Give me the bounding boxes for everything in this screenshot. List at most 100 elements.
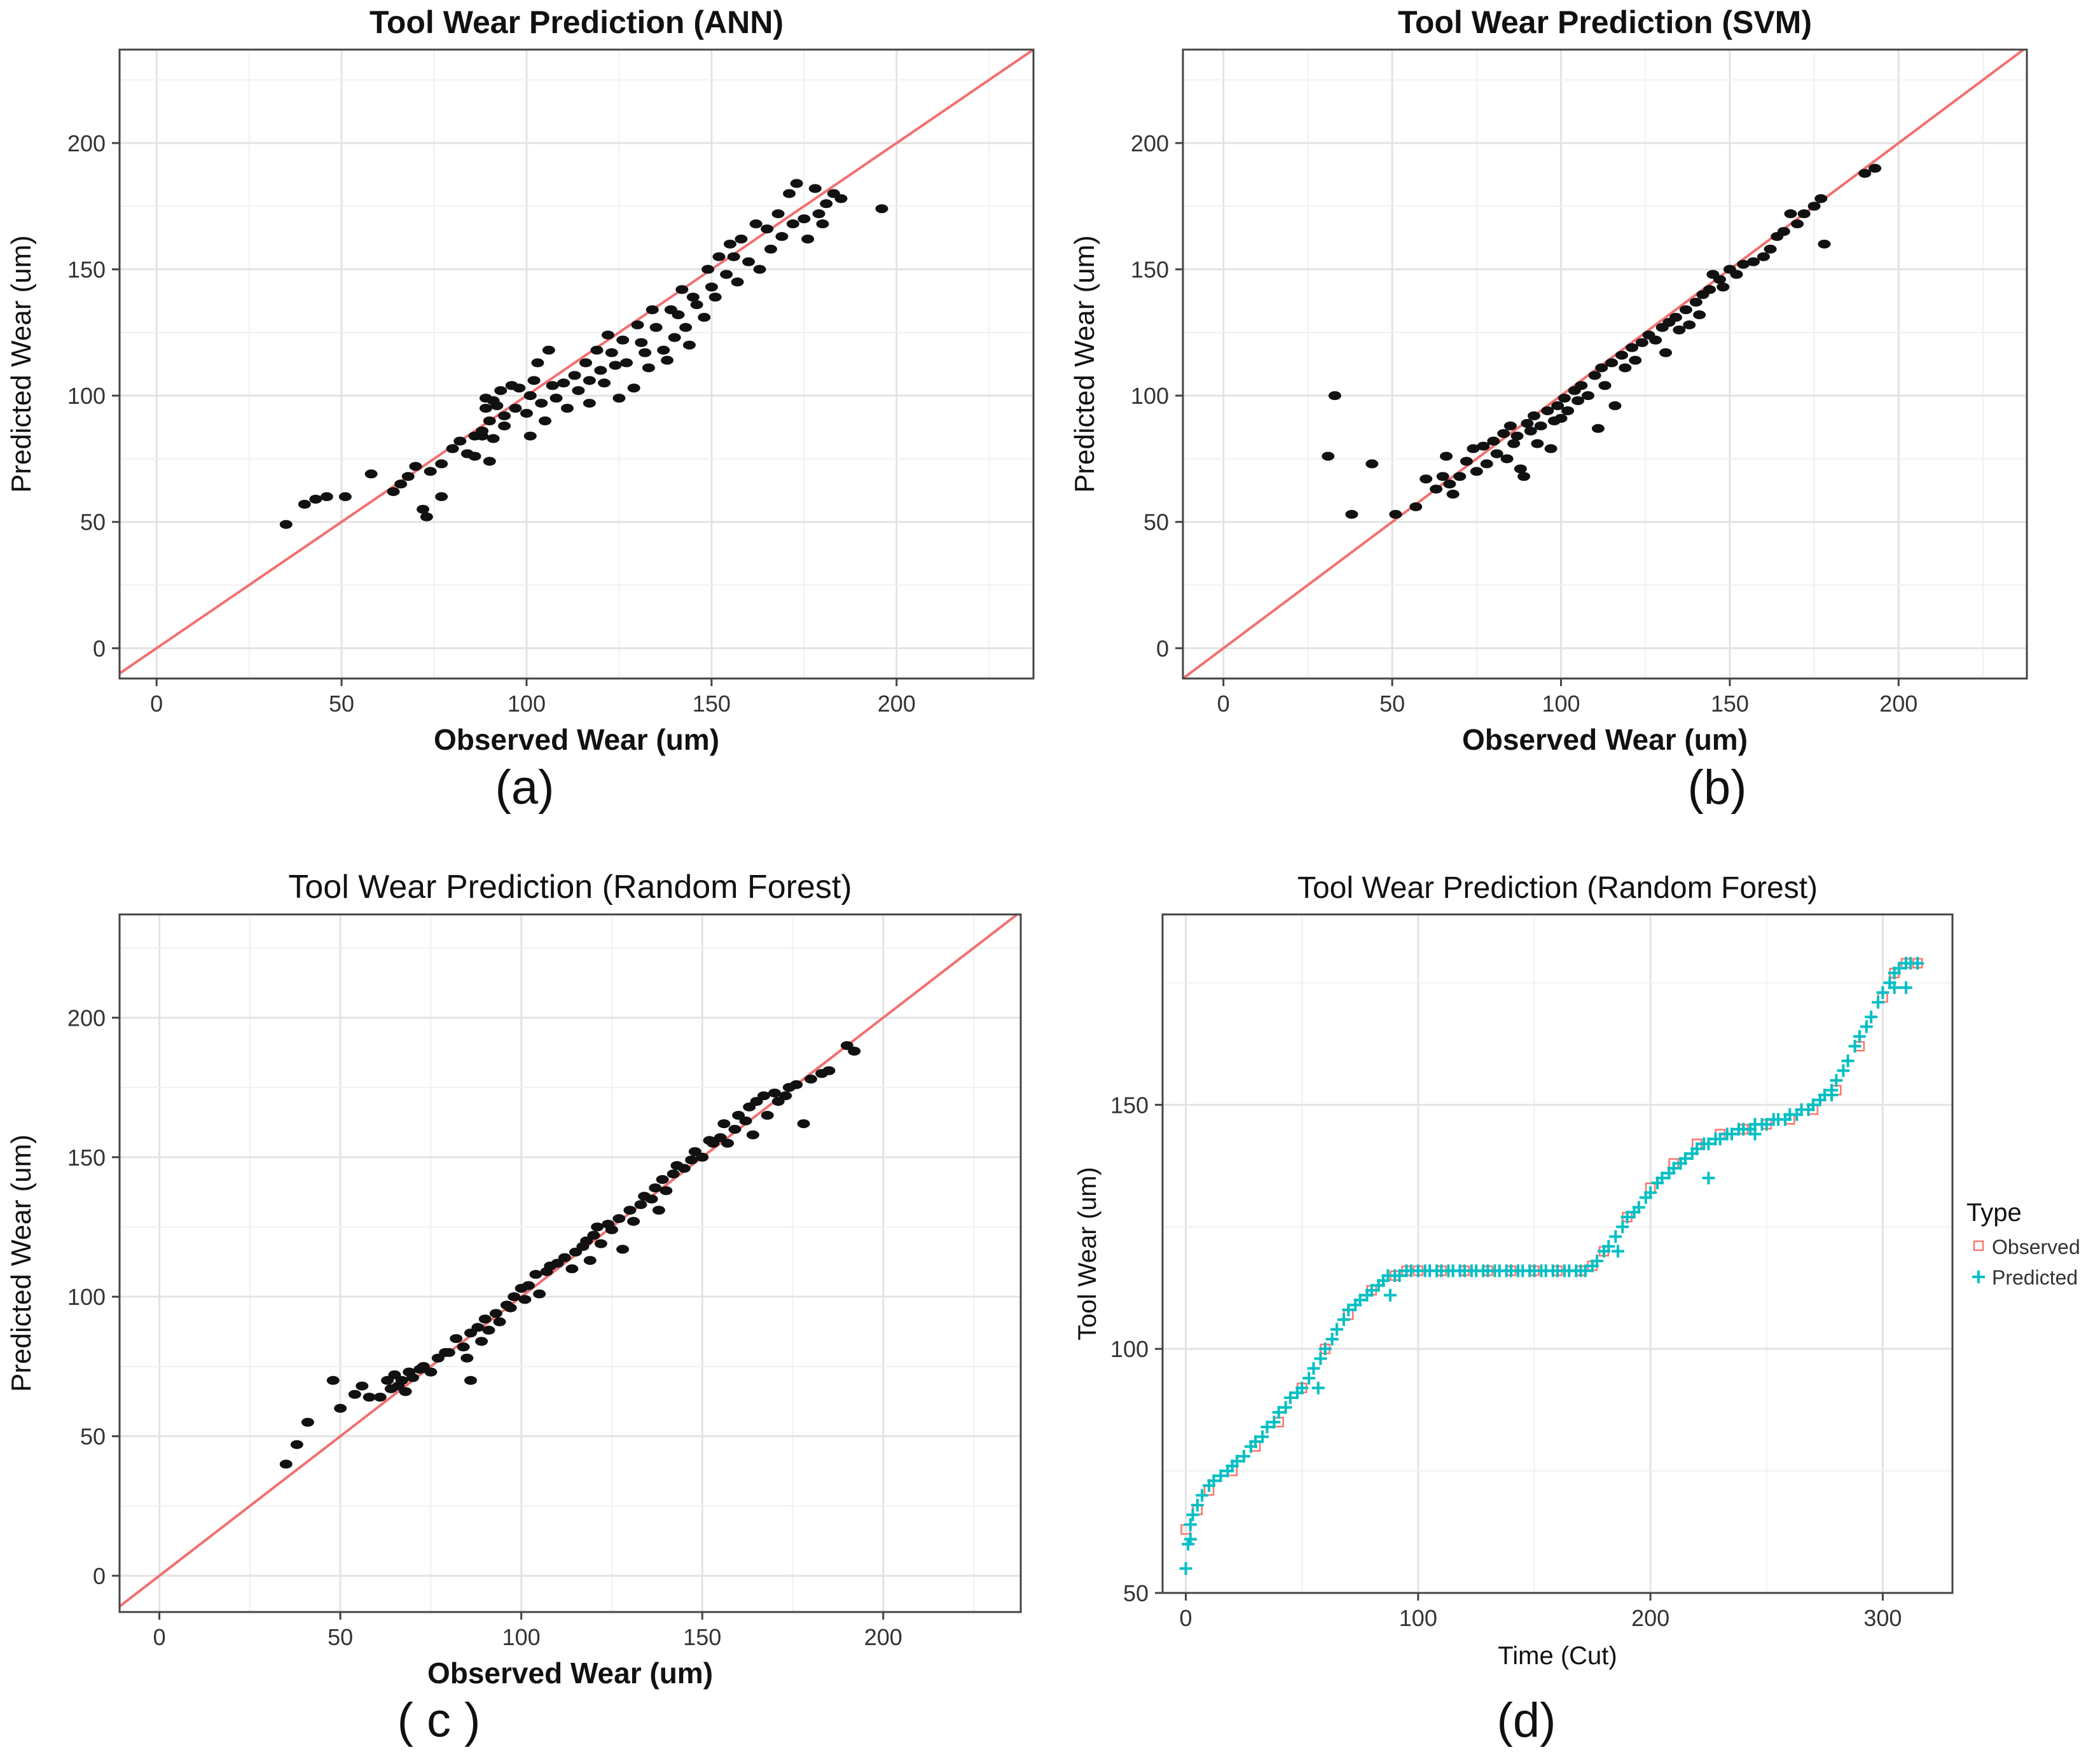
- data-point: [667, 1169, 680, 1179]
- plot-area-c: [120, 914, 1021, 1612]
- data-point: [731, 277, 744, 287]
- data-point: [424, 1367, 438, 1377]
- data-point: [435, 492, 448, 502]
- y-tick-label: 50: [1143, 509, 1169, 535]
- data-point: [1572, 396, 1585, 406]
- data-point: [634, 1200, 647, 1209]
- data-point: [875, 204, 888, 214]
- data-point: [1659, 348, 1673, 357]
- data-point: [1713, 275, 1726, 284]
- data-point: [723, 239, 736, 249]
- data-point: [468, 451, 481, 461]
- data-point: [442, 1347, 455, 1357]
- predicted-point: [1196, 1489, 1209, 1502]
- data-point: [834, 194, 848, 203]
- data-point: [616, 335, 630, 345]
- data-point: [1544, 444, 1558, 453]
- data-point: [594, 366, 607, 375]
- data-point: [623, 1206, 637, 1215]
- data-point: [1581, 391, 1594, 401]
- data-point: [1807, 202, 1821, 211]
- data-point: [356, 1381, 369, 1391]
- data-point: [1430, 485, 1443, 494]
- data-point: [728, 1124, 742, 1134]
- caption-d: (d): [1496, 1693, 1556, 1747]
- predicted-point: [1261, 1421, 1274, 1434]
- data-point: [583, 399, 596, 408]
- data-point: [395, 1375, 408, 1385]
- x-tick-label: 150: [693, 691, 731, 717]
- data-point: [493, 1317, 506, 1326]
- predicted-point: [1830, 1073, 1843, 1087]
- data-point: [417, 504, 430, 514]
- y-tick-label: 0: [93, 635, 106, 661]
- data-point: [489, 1309, 502, 1318]
- caption-c: ( c ): [397, 1693, 481, 1747]
- predicted-point: [1611, 1244, 1624, 1258]
- data-point: [364, 469, 378, 479]
- data-point: [1683, 320, 1696, 329]
- x-tick-label: 100: [1542, 691, 1580, 717]
- y-tick-label: 200: [1131, 130, 1169, 156]
- y-tick-label: 0: [1156, 635, 1169, 661]
- data-point: [717, 1119, 731, 1129]
- data-point: [479, 404, 492, 413]
- data-point: [583, 376, 596, 385]
- data-point: [557, 378, 570, 388]
- data-point: [735, 234, 748, 244]
- data-point: [565, 1264, 579, 1274]
- data-point: [1497, 429, 1510, 438]
- predicted-point: [1191, 1498, 1204, 1512]
- predicted-point: [1237, 1450, 1250, 1463]
- data-point: [660, 1186, 673, 1196]
- predicted-point: [1892, 961, 1905, 975]
- data-point: [1500, 454, 1514, 464]
- data-point: [775, 231, 789, 241]
- data-point: [1608, 401, 1622, 411]
- chart-title-b: Tool Wear Prediction (SVM): [1398, 4, 1812, 40]
- data-point: [1521, 418, 1534, 428]
- data-point: [675, 285, 689, 294]
- data-point: [399, 1387, 412, 1396]
- data-point: [601, 330, 614, 340]
- data-point: [1551, 401, 1565, 411]
- data-point: [1541, 406, 1554, 415]
- predicted-point: [1302, 1372, 1316, 1385]
- x-tick-label: 50: [329, 691, 354, 717]
- chart-panel-b: 0 50 100 150 200 0 50 100 150 200 Tool Wear Predic…: [1069, 4, 2028, 756]
- x-tick-label: 0: [150, 691, 163, 717]
- data-point: [542, 345, 555, 355]
- data-point: [523, 431, 537, 441]
- predicted-point: [1911, 956, 1924, 970]
- data-point: [1409, 502, 1423, 511]
- data-point: [591, 1222, 604, 1232]
- data-point: [1467, 444, 1480, 453]
- plot-area-d: [1163, 914, 1952, 1593]
- data-point: [1561, 406, 1575, 415]
- data-point: [749, 219, 763, 229]
- predicted-point: [1748, 1127, 1762, 1141]
- y-tick-label: 0: [93, 1563, 106, 1589]
- legend-observed-marker: [1973, 1240, 1984, 1251]
- y-tick-label: 150: [1131, 257, 1169, 283]
- x-tick-label: 200: [878, 691, 916, 717]
- data-point: [682, 340, 696, 350]
- data-point: [646, 305, 659, 315]
- data-point: [804, 1074, 817, 1084]
- predicted-point: [1678, 1152, 1692, 1165]
- data-point: [708, 293, 722, 302]
- predicted-point: [1383, 1288, 1397, 1302]
- data-point: [478, 1314, 492, 1324]
- data-point: [1453, 472, 1467, 481]
- predicted-point: [1272, 1405, 1285, 1419]
- x-axis-label-b: Observed Wear (um): [1462, 723, 1748, 756]
- predicted-point: [1318, 1342, 1332, 1356]
- predicted-point: [1283, 1391, 1297, 1404]
- caption-b: (b): [1687, 761, 1747, 815]
- data-point: [605, 1225, 618, 1234]
- data-point: [798, 214, 811, 224]
- x-axis-label-d: Time (Cut): [1498, 1642, 1617, 1670]
- data-point: [1615, 350, 1629, 360]
- data-point: [742, 257, 756, 266]
- data-point: [677, 1164, 691, 1173]
